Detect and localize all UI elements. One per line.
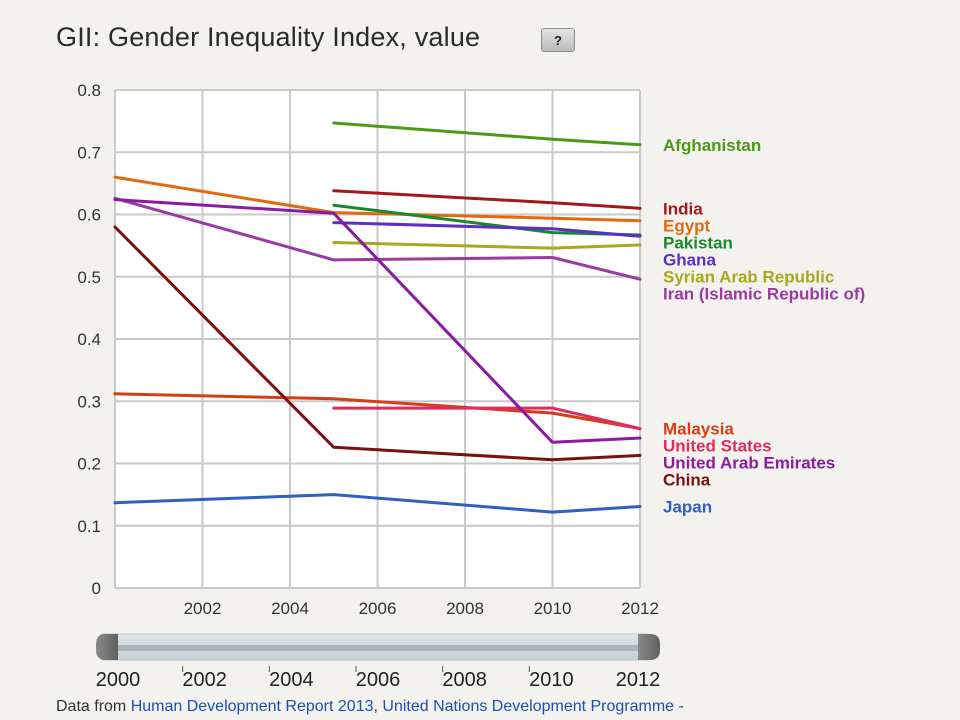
series-line-japan[interactable]: [113, 493, 642, 514]
series-line-iran-islamic-republic-of[interactable]: [113, 196, 642, 281]
legend-label[interactable]: Iran (Islamic Republic of): [663, 284, 865, 303]
y-tick-label: 0.1: [77, 517, 101, 536]
legend-label[interactable]: Ghana: [663, 250, 716, 269]
x-tick-label: 2010: [534, 599, 572, 618]
legend-label[interactable]: Syrian Arab Republic: [663, 267, 834, 286]
series-line-ghana[interactable]: [332, 221, 642, 238]
slider-label: 2008: [442, 669, 487, 691]
series-line-syrian-arab-republic[interactable]: [332, 241, 642, 250]
footer-prefix: Data from: [56, 698, 131, 715]
y-tick-label: 0.7: [77, 143, 101, 162]
legend: Afghanistan IndiaEgyptPakistanGhanaSyrian…: [663, 136, 865, 517]
legend-label[interactable]: Egypt: [663, 216, 711, 235]
slider-labels: 2000 2002 2004 2006 2008 2010 2012: [96, 666, 661, 691]
legend-label[interactable]: India: [663, 199, 703, 218]
legend-label[interactable]: China: [663, 471, 711, 490]
slider-label: 2004: [269, 669, 314, 691]
slider-left-handle[interactable]: [96, 634, 118, 660]
series-line-united-arab-emirates[interactable]: [113, 198, 642, 444]
x-tick-label: 2004: [271, 599, 309, 618]
chart-title: GII: Gender Inequality Index, value: [56, 22, 481, 52]
y-tick-label: 0.8: [77, 81, 101, 100]
slider-selection: [118, 645, 638, 651]
y-axis: 0 0.1 0.2 0.3 0.4 0.5 0.6 0.7 0.8: [77, 81, 101, 598]
legend-label[interactable]: Pakistan: [663, 233, 733, 252]
slider-label: 2006: [356, 669, 401, 691]
legend-label[interactable]: United States: [663, 437, 772, 456]
y-tick-label: 0.6: [77, 206, 101, 225]
data-source-footer: Data from Human Development Report 2013,…: [56, 698, 684, 716]
x-tick-label: 2002: [184, 599, 222, 618]
x-axis: 2002 2004 2006 2008 2010 2012: [184, 599, 659, 618]
grid: [114, 89, 641, 589]
x-tick-label: 2006: [359, 599, 397, 618]
slider-label: 2010: [529, 669, 574, 691]
legend-label[interactable]: United Arab Emirates: [663, 454, 835, 473]
series-line-china[interactable]: [113, 225, 642, 462]
slider-label: 2012: [616, 669, 661, 691]
help-button[interactable]: ?: [541, 28, 575, 52]
time-slider[interactable]: 2000 2002 2004 2006 2008 2010 2012: [96, 633, 661, 691]
series-lines: [113, 121, 642, 514]
slider-right-handle[interactable]: [638, 634, 660, 660]
footer-sep: ,: [373, 698, 383, 715]
series-line-afghanistan[interactable]: [332, 121, 642, 147]
series-line-malaysia[interactable]: [113, 392, 642, 431]
y-tick-label: 0: [92, 579, 101, 598]
footer-link-undp[interactable]: United Nations Development Programme -: [382, 698, 684, 715]
y-tick-label: 0.3: [77, 392, 101, 411]
legend-label[interactable]: Japan: [663, 497, 712, 516]
series-line-united-states[interactable]: [332, 406, 642, 431]
x-tick-label: 2012: [621, 599, 659, 618]
legend-label[interactable]: Malaysia: [663, 420, 734, 439]
series-line-india[interactable]: [332, 189, 642, 210]
legend-label[interactable]: Afghanistan: [663, 136, 761, 155]
y-tick-label: 0.4: [77, 330, 101, 349]
slider-label: 2002: [182, 669, 227, 691]
y-tick-label: 0.5: [77, 268, 101, 287]
x-tick-label: 2008: [446, 599, 484, 618]
footer-link-hdr[interactable]: Human Development Report 2013: [130, 698, 374, 715]
slider-label: 2000: [96, 669, 141, 691]
y-tick-label: 0.2: [77, 455, 101, 474]
series-line-egypt[interactable]: [113, 175, 642, 223]
